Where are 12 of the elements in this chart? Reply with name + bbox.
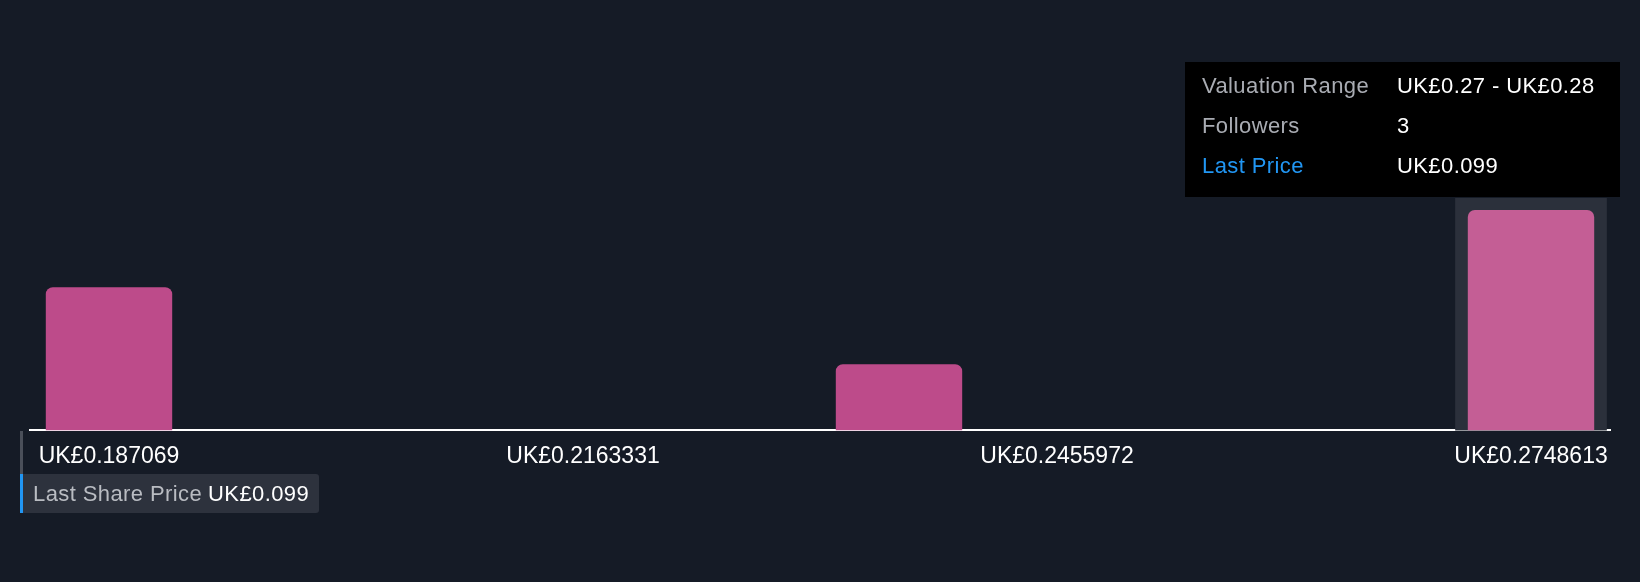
x-tick-label: UK£0.2163331 xyxy=(506,441,660,468)
text: Valuation Range xyxy=(1202,73,1371,99)
text: Followers xyxy=(1202,113,1301,139)
text: Last Price xyxy=(1202,153,1305,179)
x-tick-label: UK£0.187069 xyxy=(38,441,180,468)
text: UK£0.099 xyxy=(1397,153,1500,179)
text: 3 xyxy=(1397,113,1411,139)
text: UK£0.27 - UK£0.28 xyxy=(1397,73,1596,99)
text: UK£0.099 xyxy=(208,480,310,507)
x-tick-label: UK£0.2748613 xyxy=(1454,441,1608,468)
text: Last Share Price xyxy=(33,480,203,507)
x-tick-label: UK£0.2455972 xyxy=(980,441,1134,468)
